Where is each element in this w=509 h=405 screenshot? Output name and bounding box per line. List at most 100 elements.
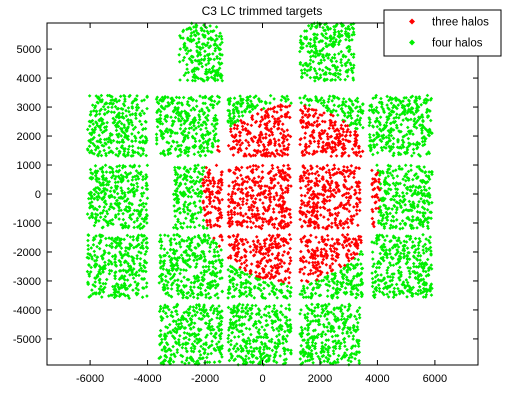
point-four-halos	[185, 238, 189, 243]
point-four-halos	[302, 67, 307, 72]
point-four-halos	[281, 346, 286, 351]
point-four-halos	[142, 286, 146, 291]
point-four-halos	[372, 137, 377, 142]
point-four-halos	[325, 66, 330, 71]
point-four-halos	[315, 71, 319, 76]
point-four-halos	[314, 75, 319, 79]
point-four-halos	[124, 114, 129, 118]
point-four-halos	[122, 260, 127, 265]
point-four-halos	[165, 251, 170, 255]
point-four-halos	[334, 109, 338, 113]
point-four-halos	[172, 305, 176, 310]
point-four-halos	[280, 94, 285, 99]
point-four-halos	[377, 265, 382, 270]
point-four-halos	[101, 180, 106, 185]
point-four-halos	[120, 226, 125, 230]
point-four-halos	[206, 113, 210, 118]
point-four-halos	[140, 216, 144, 221]
point-three-halos	[251, 139, 255, 144]
point-four-halos	[155, 100, 160, 104]
point-four-halos	[171, 319, 176, 324]
point-four-halos	[97, 139, 101, 144]
point-four-halos	[117, 217, 121, 221]
point-four-halos	[140, 295, 145, 300]
point-four-halos	[348, 267, 353, 272]
point-four-halos	[421, 244, 426, 249]
point-four-halos	[195, 296, 200, 300]
point-four-halos	[89, 265, 93, 270]
point-four-halos	[385, 234, 389, 238]
point-four-halos	[144, 175, 149, 179]
point-four-halos	[400, 226, 405, 231]
point-four-halos	[304, 295, 308, 299]
point-four-halos	[396, 103, 401, 107]
point-four-halos	[324, 41, 328, 46]
point-four-halos	[113, 201, 118, 206]
point-four-halos	[320, 307, 325, 312]
point-four-halos	[220, 78, 225, 83]
point-four-halos	[203, 239, 207, 243]
point-four-halos	[158, 121, 163, 126]
point-four-halos	[210, 94, 214, 99]
point-four-halos	[333, 66, 338, 70]
point-four-halos	[232, 304, 236, 308]
point-four-halos	[115, 113, 120, 117]
point-four-halos	[202, 273, 206, 277]
point-four-halos	[200, 64, 205, 69]
point-four-halos	[214, 342, 219, 346]
point-four-halos	[130, 271, 135, 275]
point-four-halos	[385, 181, 390, 186]
point-four-halos	[399, 146, 404, 150]
point-four-halos	[430, 172, 434, 177]
point-four-halos	[414, 98, 419, 103]
point-four-halos	[141, 277, 145, 281]
point-four-halos	[177, 338, 181, 342]
point-four-halos	[126, 125, 131, 129]
point-four-halos	[202, 120, 206, 125]
point-four-halos	[102, 200, 107, 205]
point-four-halos	[381, 107, 386, 111]
point-four-halos	[298, 312, 302, 316]
point-four-halos	[214, 25, 219, 29]
point-four-halos	[159, 129, 164, 134]
point-three-halos	[228, 127, 233, 131]
point-four-halos	[336, 42, 341, 47]
point-four-halos	[117, 149, 122, 154]
point-four-halos	[345, 26, 350, 31]
point-three-halos	[285, 152, 290, 157]
point-four-halos	[219, 322, 223, 327]
point-four-halos	[175, 258, 180, 263]
point-four-halos	[240, 356, 245, 361]
point-four-halos	[178, 166, 182, 170]
point-four-halos	[98, 211, 103, 216]
point-four-halos	[93, 169, 98, 173]
point-four-halos	[203, 234, 207, 239]
point-four-halos	[189, 31, 194, 35]
point-four-halos	[325, 44, 329, 49]
point-four-halos	[101, 173, 105, 178]
point-four-halos	[131, 183, 136, 187]
point-four-halos	[217, 321, 221, 326]
point-four-halos	[426, 273, 431, 278]
point-four-halos	[97, 97, 102, 102]
point-four-halos	[91, 238, 96, 242]
point-four-halos	[313, 346, 317, 351]
point-four-halos	[202, 259, 206, 263]
point-four-halos	[410, 294, 415, 298]
point-four-halos	[129, 243, 134, 248]
point-four-halos	[94, 190, 99, 194]
point-four-halos	[116, 174, 121, 179]
point-four-halos	[243, 357, 248, 362]
point-four-halos	[140, 140, 145, 145]
point-four-halos	[269, 280, 274, 285]
point-four-halos	[141, 191, 146, 195]
point-four-halos	[218, 42, 223, 47]
point-four-halos	[125, 172, 130, 177]
point-four-halos	[120, 165, 125, 170]
point-four-halos	[185, 51, 189, 56]
point-four-halos	[281, 281, 286, 286]
point-four-halos	[192, 281, 196, 285]
point-four-halos	[350, 33, 354, 37]
point-four-halos	[421, 248, 425, 252]
point-three-halos	[233, 123, 237, 127]
